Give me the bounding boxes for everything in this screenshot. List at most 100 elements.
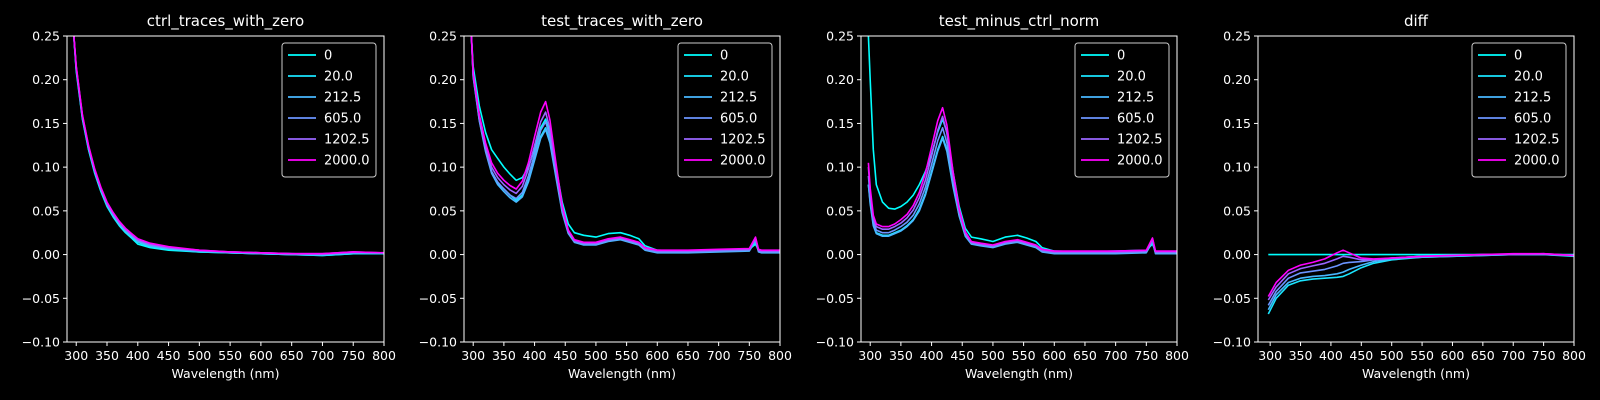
- x-tick-label: 500: [981, 348, 1005, 363]
- y-tick-label: 0.10: [429, 160, 457, 175]
- x-tick-label: 550: [1410, 348, 1434, 363]
- series-group: [867, 36, 1177, 255]
- x-tick-label: 600: [1441, 348, 1465, 363]
- x-tick-label: 650: [280, 348, 304, 363]
- x-tick-label: 750: [341, 348, 365, 363]
- y-tick-label: 0.15: [826, 116, 854, 131]
- y-tick-label: −0.10: [816, 335, 854, 350]
- x-tick-label: 450: [553, 348, 577, 363]
- legend: 0 20.0 212.5 605.0 1202.5 2000.0: [1074, 42, 1170, 178]
- y-tick-label: −0.10: [419, 335, 457, 350]
- x-tick-label: 750: [1134, 348, 1158, 363]
- x-tick-label: 450: [157, 348, 181, 363]
- y-tick-label: 0.10: [826, 160, 854, 175]
- y-tick-label: 0.25: [1223, 29, 1251, 44]
- x-axis-label: Wavelength (nm): [965, 366, 1073, 381]
- series-line-2000.0: [73, 36, 384, 255]
- legend-label: 0: [324, 49, 332, 64]
- y-tick-label: 0.10: [32, 160, 60, 175]
- legend-label: 1202.5: [1117, 133, 1163, 148]
- y-tick-label: 0.25: [429, 29, 457, 44]
- legend-label: 212.5: [720, 91, 757, 106]
- x-tick-label: 800: [1562, 348, 1586, 363]
- legend-label: 20.0: [324, 70, 353, 85]
- y-tick-label: 0.15: [1223, 116, 1251, 131]
- series-line-2000.0: [470, 36, 780, 251]
- legend-label: 212.5: [1117, 91, 1154, 106]
- x-tick-label: 800: [1165, 348, 1189, 363]
- x-tick-label: 400: [920, 348, 944, 363]
- legend-label: 605.0: [324, 112, 361, 127]
- y-tick-label: 0.00: [429, 247, 457, 262]
- x-tick-label: 650: [1073, 348, 1097, 363]
- legend-label: 2000.0: [324, 154, 370, 169]
- x-tick-label: 300: [1258, 348, 1282, 363]
- x-tick-label: 750: [1532, 348, 1556, 363]
- x-tick-label: 450: [1349, 348, 1373, 363]
- plot-frame: [1257, 35, 1575, 343]
- x-tick-label: 300: [461, 348, 485, 363]
- legend-label: 1202.5: [324, 133, 370, 148]
- y-tick-label: 0.05: [32, 203, 60, 218]
- y-tick-label: 0.10: [1223, 160, 1251, 175]
- legend-label: 212.5: [1514, 91, 1551, 106]
- legend-label: 0: [1117, 49, 1125, 64]
- y-tick-label: 0.20: [1223, 72, 1251, 87]
- x-tick-label: 450: [950, 348, 974, 363]
- y-tick-label: 0.25: [826, 29, 854, 44]
- x-tick-label: 600: [1042, 348, 1066, 363]
- y-tick-label: 0.20: [32, 72, 60, 87]
- legend-label: 605.0: [1514, 112, 1551, 127]
- x-axis-label: Wavelength (nm): [1362, 366, 1470, 381]
- chart-title: ctrl_traces_with_zero: [147, 12, 304, 31]
- legend-label: 20.0: [720, 70, 749, 85]
- legend-label: 605.0: [720, 112, 757, 127]
- chart-title: diff: [1404, 12, 1429, 30]
- x-tick-label: 700: [1501, 348, 1525, 363]
- chart-1: 300 350 400 450 500 550 600 650 700 750 800 −0.10 −0…: [22, 12, 396, 381]
- plot-frame: [66, 35, 385, 343]
- x-tick-label: 500: [187, 348, 211, 363]
- x-tick-label: 350: [1289, 348, 1313, 363]
- chart-title: test_traces_with_zero: [541, 12, 703, 31]
- x-tick-label: 500: [1380, 348, 1404, 363]
- x-tick-label: 700: [1104, 348, 1128, 363]
- legend: 0 20.0 212.5 605.0 1202.5 2000.0: [281, 42, 377, 178]
- x-tick-label: 350: [95, 348, 119, 363]
- legend-label: 212.5: [324, 91, 361, 106]
- x-tick-label: 600: [249, 348, 273, 363]
- x-tick-label: 550: [218, 348, 242, 363]
- plot-frame: [860, 35, 1178, 343]
- x-tick-label: 400: [1319, 348, 1343, 363]
- series-group: [72, 36, 384, 257]
- x-tick-label: 750: [737, 348, 761, 363]
- legend: 0 20.0 212.5 605.0 1202.5 2000.0: [677, 42, 773, 178]
- x-tick-label: 550: [615, 348, 639, 363]
- x-axis-label: Wavelength (nm): [172, 366, 280, 381]
- legend-label: 605.0: [1117, 112, 1154, 127]
- legend-label: 0: [720, 49, 728, 64]
- legend: 0 20.0 212.5 605.0 1202.5 2000.0: [1471, 42, 1567, 178]
- series-line-20.0: [1267, 253, 1574, 315]
- x-tick-label: 400: [126, 348, 150, 363]
- y-tick-label: −0.10: [1213, 335, 1251, 350]
- legend-label: 1202.5: [1514, 133, 1560, 148]
- x-tick-label: 800: [372, 348, 396, 363]
- series-line-2000.0: [1267, 249, 1574, 297]
- y-tick-label: 0.15: [32, 116, 60, 131]
- y-tick-label: 0.20: [826, 72, 854, 87]
- x-tick-label: 650: [1471, 348, 1495, 363]
- series-group: [470, 36, 780, 254]
- chart-4: 300 350 400 450 500 550 600 650 700 750 800 −0.10 −0…: [1213, 12, 1586, 381]
- x-tick-label: 500: [584, 348, 608, 363]
- legend-label: 2000.0: [720, 154, 766, 169]
- x-axis-label: Wavelength (nm): [568, 366, 676, 381]
- y-tick-label: −0.10: [22, 335, 60, 350]
- y-tick-label: 0.15: [429, 116, 457, 131]
- y-tick-label: 0.25: [32, 29, 60, 44]
- legend-label: 0: [1514, 49, 1522, 64]
- x-tick-label: 650: [676, 348, 700, 363]
- y-tick-label: −0.05: [419, 291, 457, 306]
- y-tick-label: −0.05: [22, 291, 60, 306]
- y-tick-label: 0.20: [429, 72, 457, 87]
